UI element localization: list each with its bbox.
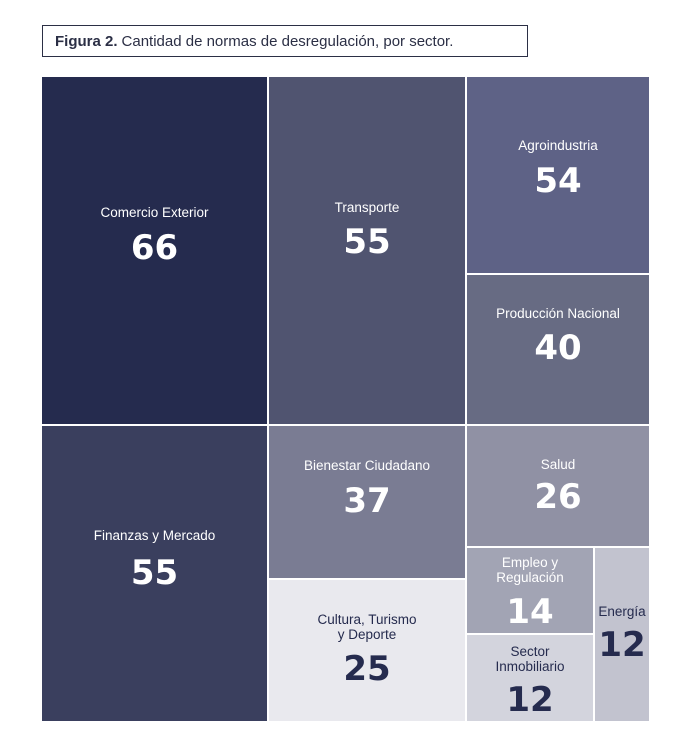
treemap-value-comercio-exterior: 66 (131, 228, 178, 268)
treemap-cell-cultura-turismo-y-deporte: Cultura, Turismo y Deporte 25 (267, 578, 467, 723)
treemap-cell-empleo-y-regulacion: Empleo y Regulación 14 (465, 546, 595, 635)
treemap-label-agroindustria: Agroindustria (518, 138, 598, 153)
treemap-rect-produccion-nacional (465, 273, 651, 426)
treemap-label-sector-inmobiliario: Sector Inmobiliario (495, 644, 564, 674)
treemap-cell-salud: Salud 26 (465, 424, 651, 548)
treemap-rect-energia (593, 546, 651, 723)
treemap-cell-comercio-exterior: Comercio Exterior 66 (40, 75, 269, 426)
treemap-cell-sector-inmobiliario: Sector Inmobiliario 12 (465, 633, 595, 723)
treemap-cell-energia: Energía 12 (593, 546, 651, 723)
treemap-value-salud: 26 (534, 477, 581, 517)
treemap-cell-finanzas-y-mercado: Finanzas y Mercado 55 (40, 424, 269, 723)
treemap-value-produccion-nacional: 40 (534, 328, 581, 368)
treemap-label-produccion-nacional: Producción Nacional (496, 306, 620, 321)
treemap-rect-agroindustria (465, 75, 651, 275)
treemap-rect-salud (465, 424, 651, 548)
treemap-label-salud: Salud (541, 457, 576, 472)
treemap-value-finanzas-y-mercado: 55 (131, 553, 178, 593)
treemap-label-energia: Energía (598, 604, 646, 619)
treemap-cell-transporte: Transporte 55 (267, 75, 467, 426)
treemap-label-finanzas-y-mercado: Finanzas y Mercado (94, 528, 216, 543)
treemap-rect-comercio-exterior (40, 75, 269, 426)
treemap-label-transporte: Transporte (335, 200, 400, 215)
treemap-value-energia: 12 (598, 625, 645, 665)
treemap-value-empleo-y-regulacion: 14 (506, 592, 553, 632)
treemap-label-bienestar-ciudadano: Bienestar Ciudadano (304, 458, 430, 473)
treemap-value-agroindustria: 54 (534, 161, 581, 201)
treemap-label-comercio-exterior: Comercio Exterior (100, 205, 209, 220)
treemap-value-sector-inmobiliario: 12 (506, 680, 553, 720)
treemap-label-cultura-turismo-y-deporte: Cultura, Turismo y Deporte (317, 612, 416, 642)
treemap-cell-agroindustria: Agroindustria 54 (465, 75, 651, 275)
treemap-cell-produccion-nacional: Producción Nacional 40 (465, 273, 651, 426)
treemap-value-cultura-turismo-y-deporte: 25 (343, 649, 390, 689)
figure-number: Figura 2. (55, 32, 118, 50)
figure-caption: Figura 2. Cantidad de normas de desregul… (42, 25, 528, 57)
treemap-label-empleo-y-regulacion: Empleo y Regulación (496, 555, 564, 585)
treemap-value-transporte: 55 (343, 222, 390, 262)
treemap-rect-cultura-turismo-y-deporte (267, 578, 467, 723)
treemap-value-bienestar-ciudadano: 37 (343, 481, 390, 521)
figure-title: Cantidad de normas de desregulación, por… (121, 32, 454, 50)
treemap-cell-bienestar-ciudadano: Bienestar Ciudadano 37 (267, 424, 467, 580)
